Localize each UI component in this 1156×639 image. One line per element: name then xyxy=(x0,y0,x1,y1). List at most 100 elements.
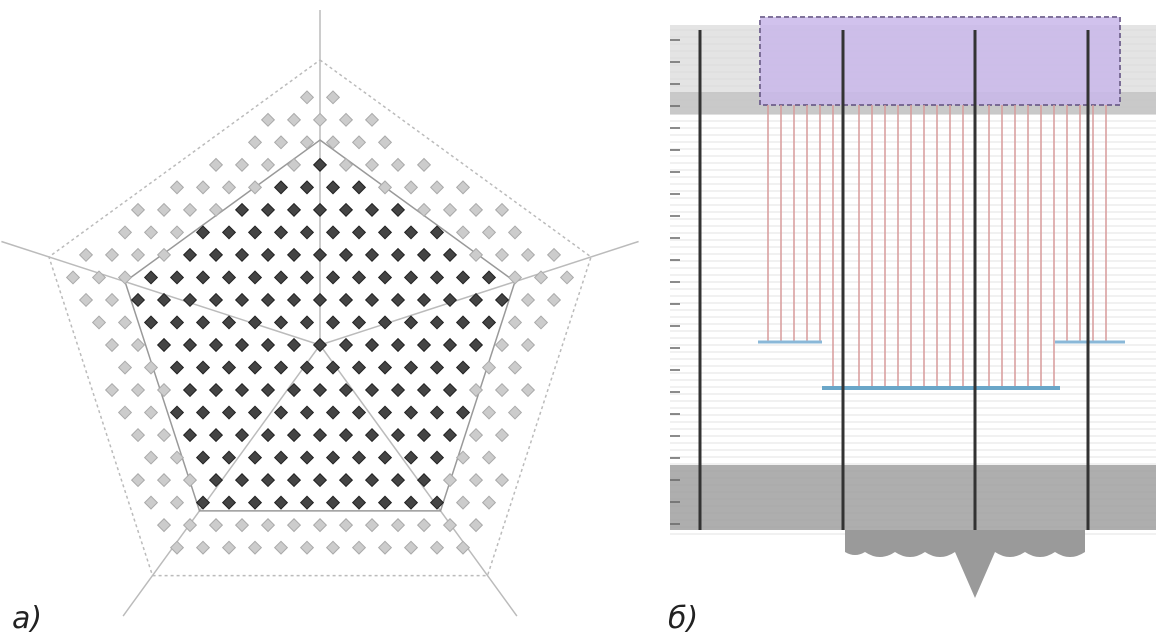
pile-inner xyxy=(442,427,458,443)
pile-outer xyxy=(494,473,510,488)
pile-inner xyxy=(221,225,237,240)
pile-inner xyxy=(182,292,198,308)
pile-inner xyxy=(338,202,354,217)
pile-inner xyxy=(364,337,380,353)
pile-inner xyxy=(286,473,302,488)
pile-outer xyxy=(494,337,510,353)
pile-inner xyxy=(273,315,289,330)
pile-outer xyxy=(325,90,341,105)
pile-inner xyxy=(455,270,471,285)
pile-outer xyxy=(182,518,198,533)
pile-outer xyxy=(455,450,471,465)
pile-inner xyxy=(247,315,263,330)
pile-outer xyxy=(169,450,185,465)
pile-outer xyxy=(481,360,497,375)
pile-outer xyxy=(312,518,328,533)
pile-inner xyxy=(273,450,289,465)
pile-inner xyxy=(182,427,198,443)
pink-piles xyxy=(767,105,1107,388)
pile-inner xyxy=(221,405,237,420)
pile-outer xyxy=(494,427,510,443)
pile-inner xyxy=(208,473,224,488)
pile-inner xyxy=(390,202,406,217)
pile-inner xyxy=(260,292,276,308)
pile-outer xyxy=(507,225,523,240)
pile-outer xyxy=(130,337,146,353)
pile-inner xyxy=(390,337,406,353)
axis-ray xyxy=(1,240,321,346)
pile-inner xyxy=(208,292,224,308)
pile-inner xyxy=(364,473,380,488)
pile-outer xyxy=(338,112,354,127)
pile-inner xyxy=(182,337,198,353)
pile-inner xyxy=(130,292,146,308)
pile-outer xyxy=(507,270,523,285)
pile-inner xyxy=(312,473,328,488)
pile-outer xyxy=(520,382,536,398)
pile-outer xyxy=(442,473,458,488)
pile-inner xyxy=(429,315,445,330)
raft xyxy=(759,16,1121,106)
pile-inner xyxy=(403,270,419,285)
pile-inner xyxy=(234,337,250,353)
pile-outer xyxy=(325,135,341,150)
pile-inner xyxy=(351,225,367,240)
pile-outer xyxy=(78,292,94,308)
pile-inner xyxy=(403,225,419,240)
pile-inner xyxy=(455,360,471,375)
pile-outer xyxy=(130,247,146,263)
pile-outer xyxy=(494,247,510,263)
pile-inner xyxy=(364,247,380,263)
pile-outer xyxy=(260,112,276,127)
pile-outer xyxy=(156,518,172,533)
pile-outer xyxy=(377,135,393,150)
pile-inner xyxy=(377,270,393,285)
pile-inner xyxy=(195,360,211,375)
pile-outer xyxy=(481,495,497,510)
pile-inner xyxy=(364,427,380,443)
pile-outer xyxy=(104,337,120,353)
pile-outer xyxy=(169,540,185,555)
pile-inner xyxy=(247,495,263,510)
pile-inner xyxy=(377,360,393,375)
pile-outer xyxy=(520,337,536,353)
pile-outer xyxy=(104,292,120,308)
pile-inner xyxy=(338,247,354,263)
pile-outer xyxy=(403,540,419,555)
panel-label: а) xyxy=(12,601,42,636)
pile-outer xyxy=(169,225,185,240)
pile-outer xyxy=(442,202,458,217)
pile-inner xyxy=(286,292,302,308)
pile-outer xyxy=(416,202,432,217)
pile-inner xyxy=(390,427,406,443)
pile-outer xyxy=(221,180,237,195)
pile-outer xyxy=(91,315,107,330)
pile-inner xyxy=(195,270,211,285)
pile-outer xyxy=(507,360,523,375)
pile-inner xyxy=(234,292,250,308)
pile-outer xyxy=(156,247,172,263)
pile-outer xyxy=(208,518,224,533)
pile-inner xyxy=(260,382,276,398)
pile-outer xyxy=(299,135,315,150)
pile-inner xyxy=(351,180,367,195)
pile-inner xyxy=(273,225,289,240)
pile-inner xyxy=(312,427,328,443)
pile-inner xyxy=(260,247,276,263)
pile-outer xyxy=(338,157,354,172)
pile-inner xyxy=(325,225,341,240)
pile-inner xyxy=(195,315,211,330)
pile-outer xyxy=(377,540,393,555)
pile-outer xyxy=(117,315,133,330)
pile-outer xyxy=(455,495,471,510)
pile-inner xyxy=(455,405,471,420)
pile-outer xyxy=(507,315,523,330)
pile-outer xyxy=(520,247,536,263)
pile-inner xyxy=(403,315,419,330)
pile-outer xyxy=(156,382,172,398)
pile-inner xyxy=(364,382,380,398)
pile-outer xyxy=(455,225,471,240)
pile-inner xyxy=(195,450,211,465)
pile-outer xyxy=(117,405,133,420)
